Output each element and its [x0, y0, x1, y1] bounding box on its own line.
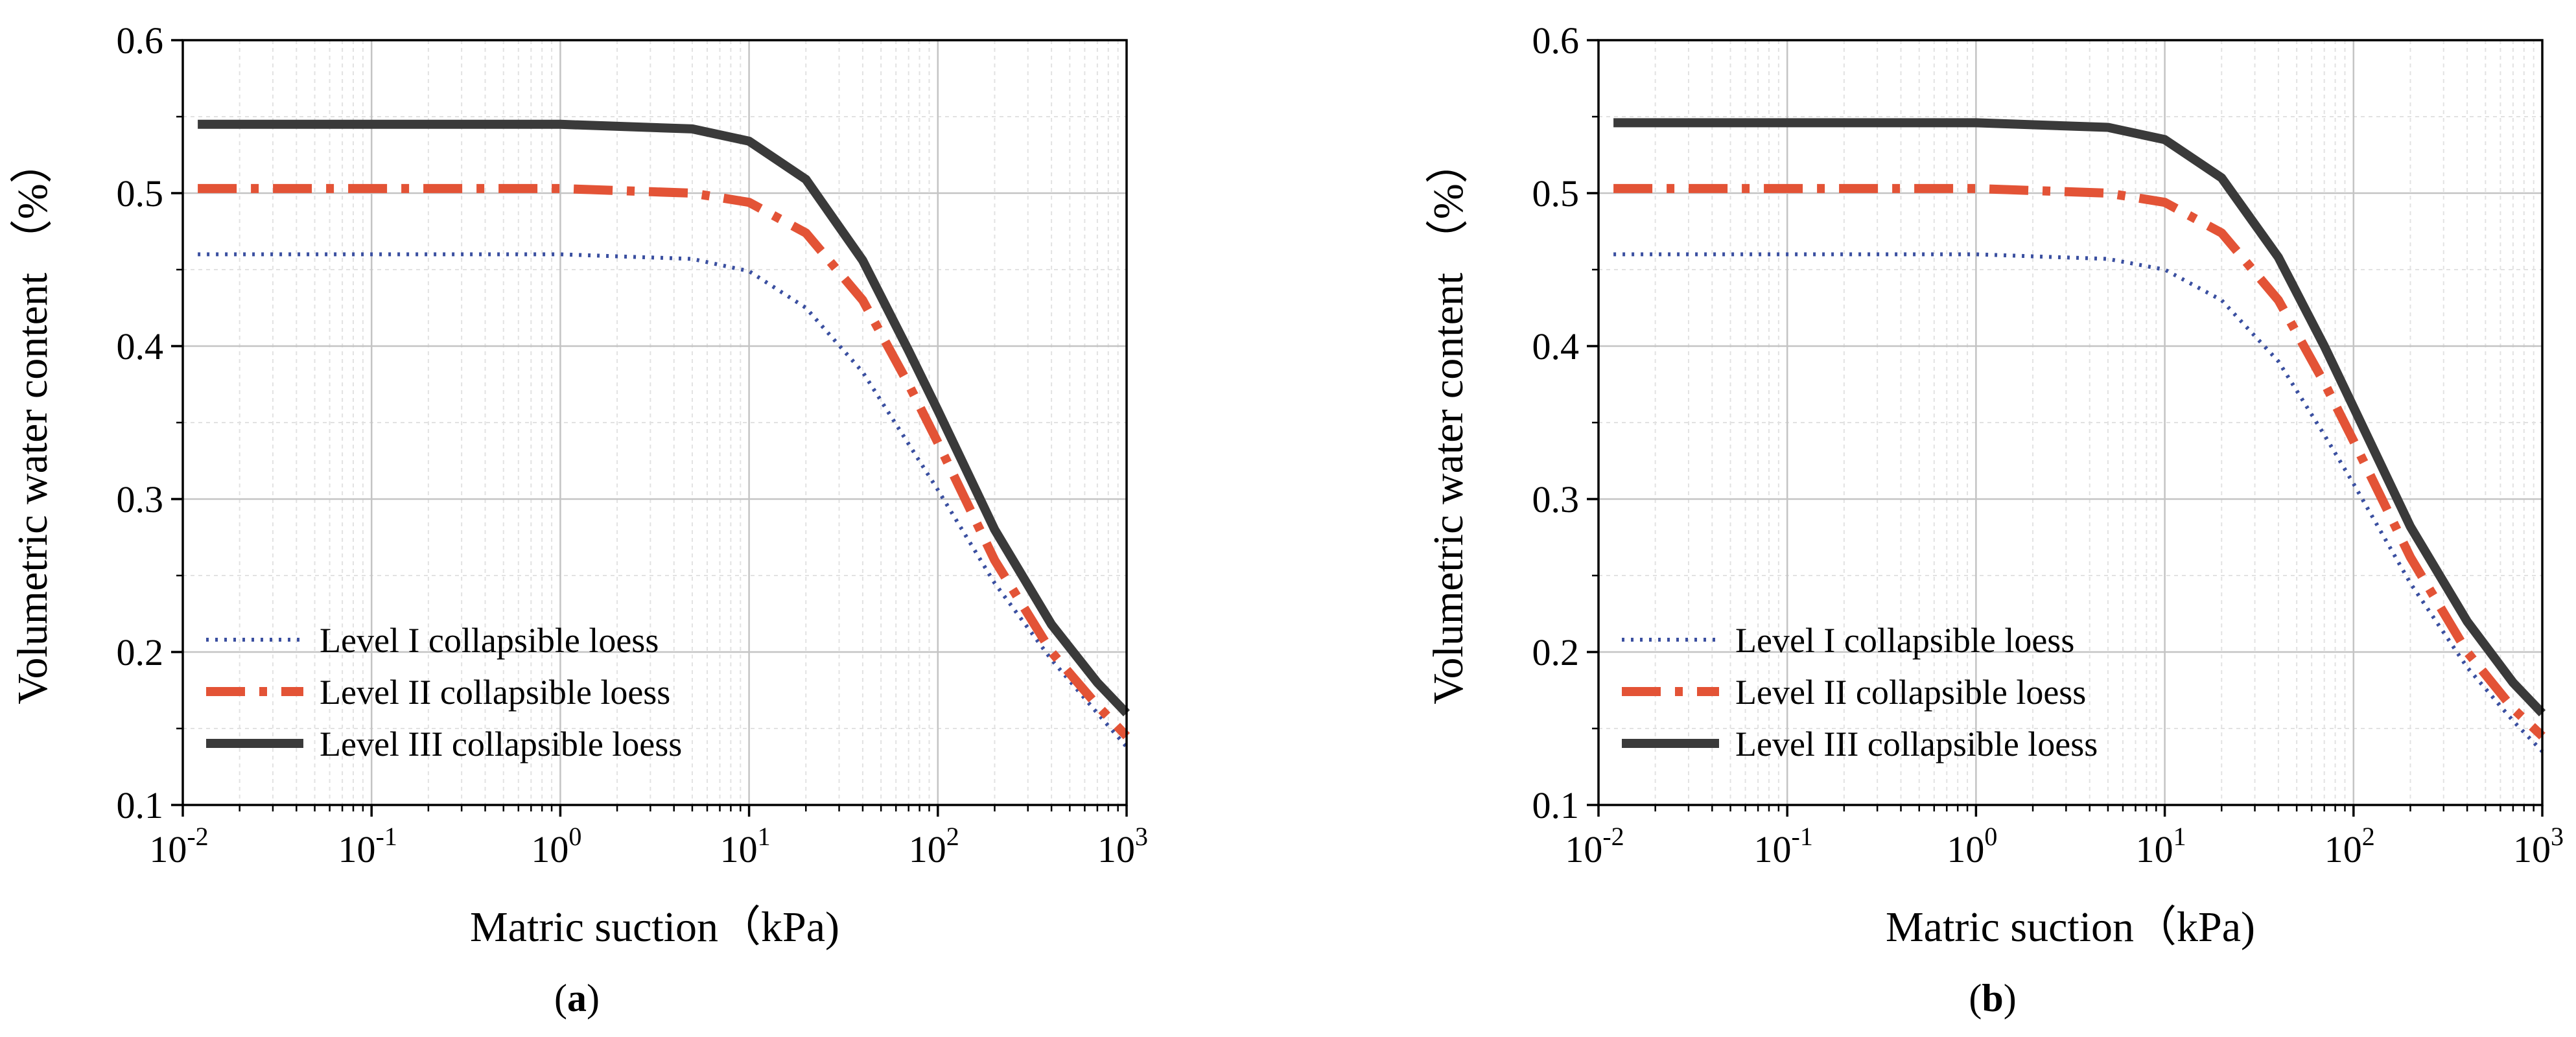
y-tick-label: 0.3: [1532, 478, 1580, 520]
x-axis-label: Matric suction（kPa): [1886, 903, 2255, 951]
minor-gridlines: [183, 40, 1127, 805]
series-line-3: [1613, 118, 2546, 717]
x-axis-ticks: [1597, 805, 2544, 817]
legend-label-2: Level II collapsible loess: [320, 673, 670, 712]
x-tick-label: 10-1: [1754, 822, 1813, 870]
x-tick-label: 103: [2513, 822, 2564, 870]
legend-label-3: Level III collapsible loess: [320, 725, 682, 763]
y-tick-label: 0.1: [117, 784, 164, 826]
y-tick-label: 0.6: [117, 19, 164, 62]
chart-panel-a: 10-2 10-1 100 101 102 103 0.1 0.2 0.3 0.4 0.5 0.6 Ma…: [9, 19, 1148, 1020]
x-tick-label: 100: [531, 822, 581, 870]
x-tick-label: 100: [1947, 822, 1997, 870]
y-axis-ticks: [1587, 39, 1598, 806]
major-gridlines: [183, 40, 1127, 805]
y-tick-label: 0.2: [117, 631, 164, 673]
x-tick-label: 10-2: [149, 822, 208, 870]
y-tick-label: 0.4: [1532, 325, 1580, 367]
x-tick-label: 10-1: [338, 822, 397, 870]
y-axis-label: Volumetric water content （%）: [9, 141, 56, 704]
legend-label-2: Level II collapsible loess: [1735, 673, 2086, 712]
y-tick-label: 0.3: [117, 478, 164, 520]
major-gridlines: [1598, 40, 2542, 805]
y-tick-label: 0.5: [117, 172, 164, 215]
legend-label-1: Level I collapsible loess: [320, 621, 659, 660]
y-axis-ticks: [171, 39, 183, 806]
y-tick-label: 0.2: [1532, 631, 1580, 673]
y-tick-label: 0.1: [1532, 784, 1580, 826]
minor-gridlines: [1598, 40, 2542, 805]
series-line-2: [1613, 183, 2546, 740]
x-axis-label: Matric suction（kPa): [470, 903, 839, 951]
y-tick-label: 0.6: [1532, 19, 1580, 62]
legend-label-1: Level I collapsible loess: [1735, 621, 2074, 660]
y-tick-label: 0.5: [1532, 172, 1580, 215]
x-tick-label: 101: [2136, 822, 2186, 870]
legend: Level I collapsible loess Level II collap…: [206, 621, 682, 763]
legend: Level I collapsible loess Level II collap…: [1622, 621, 2098, 763]
panel-caption: (a): [554, 977, 600, 1020]
x-tick-label: 102: [909, 822, 959, 870]
x-tick-label: 10-2: [1565, 822, 1624, 870]
x-tick-label: 103: [1097, 822, 1148, 870]
chart-panel-b: 10-2 10-1 100 101 102 103 0.1 0.2 0.3 0.4 0.5 0.6 Ma…: [1425, 19, 2564, 1020]
y-axis-label: Volumetric water content （%）: [1425, 141, 1472, 704]
series-line-1: [1613, 252, 2544, 753]
series-line-2: [198, 183, 1130, 740]
y-tick-label: 0.4: [117, 325, 164, 367]
x-axis-ticks: [181, 805, 1128, 817]
x-tick-label: 102: [2324, 822, 2375, 870]
legend-label-3: Level III collapsible loess: [1735, 725, 2098, 763]
x-tick-label: 101: [720, 822, 771, 870]
series-line-3: [198, 119, 1130, 717]
panel-caption: (b): [1969, 977, 2016, 1020]
